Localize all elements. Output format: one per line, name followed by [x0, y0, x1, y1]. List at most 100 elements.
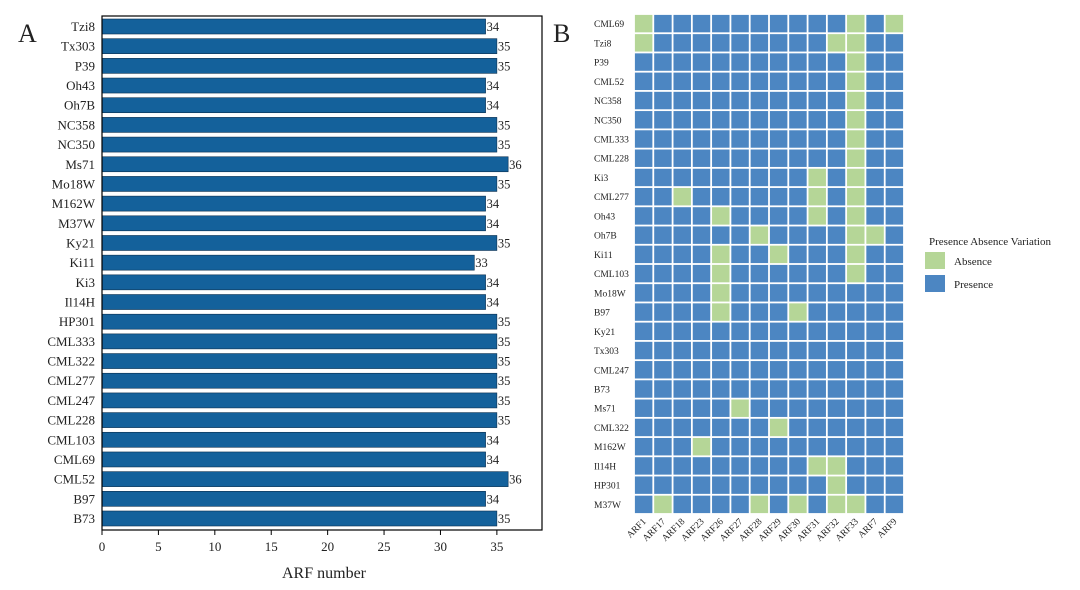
- heatmap-cell-CML52-ARF9: [885, 72, 904, 91]
- heatmap-cell-Mo18W-ARF29: [769, 284, 788, 302]
- heatmap-cell-M162W-ARF23: [692, 437, 711, 456]
- plot-frame: [101, 15, 543, 531]
- column-labels: ARF1ARF17ARF18ARF23ARF26ARF27ARF28ARF29A…: [625, 517, 899, 544]
- data-label: 34: [487, 453, 500, 467]
- y-tick-label: CML277: [47, 373, 95, 388]
- heatmap-cell-HP301-ARF31: [808, 476, 826, 494]
- heatmap-cell-B73-ARF17: [654, 380, 672, 398]
- heatmap-cell-Ki3-ARF9: [885, 168, 904, 187]
- heatmap-cell-M162W-ARF27: [731, 437, 749, 456]
- x-tick-label: 0: [99, 539, 106, 554]
- heatmap-cell-Mo18W-ARF33: [847, 284, 865, 302]
- heatmap-cell-M162W-ARF17: [654, 437, 672, 456]
- heatmap-cell-CML103-ARF7: [866, 264, 884, 283]
- column-label: ARF9: [876, 517, 900, 541]
- bar-B73: [101, 510, 498, 527]
- heatmap-cell-B73-ARF7: [866, 380, 884, 398]
- y-tick-label: B97: [73, 491, 95, 506]
- heatmap-cell-Ki3-ARF23: [692, 168, 711, 187]
- panel-label-a: A: [18, 19, 37, 48]
- heatmap-cell-Oh43-ARF27: [731, 207, 749, 225]
- heatmap-cell-CML247-ARF29: [769, 361, 788, 379]
- legend-label-presence: Presence: [954, 279, 993, 291]
- bar-CML69: [101, 451, 486, 468]
- data-label: 35: [498, 335, 511, 349]
- heatmap-cell-CML69-ARF7: [866, 14, 884, 33]
- heatmap-cell-Ki11-ARF18: [673, 245, 691, 264]
- heatmap-cell-NC358-ARF7: [866, 91, 884, 110]
- heatmap-cell-Ms71-ARF23: [692, 399, 711, 417]
- data-label: 35: [498, 414, 511, 428]
- heatmap-cell-CML333-ARF30: [789, 130, 807, 148]
- row-label: CML247: [594, 366, 629, 376]
- heatmap-cell-CML322-ARF17: [654, 418, 672, 437]
- bar-NC358: [101, 117, 498, 133]
- heatmap-cell-CML69-ARF9: [885, 14, 904, 33]
- heatmap-cell-CML277-ARF7: [866, 187, 884, 206]
- x-tick-label: 10: [208, 539, 221, 554]
- heatmap-cell-CML52-ARF32: [827, 72, 846, 91]
- heatmap-cell-CML228-ARF7: [866, 149, 884, 167]
- heatmap-cell-Ky21-ARF32: [827, 322, 846, 341]
- heatmap-cell-Il14H-ARF17: [654, 457, 672, 475]
- heatmap-cell-CML333-ARF28: [750, 130, 769, 148]
- heatmap-cell-Ky21-ARF28: [750, 322, 769, 341]
- data-label: 33: [475, 256, 488, 270]
- heatmap-cell-B73-ARF9: [885, 380, 904, 398]
- heatmap-cell-M37W-ARF1: [634, 495, 653, 514]
- heatmap-cell-CML228-ARF30: [789, 149, 807, 167]
- heatmap-cell-CML333-ARF18: [673, 130, 691, 148]
- data-label: 34: [487, 79, 500, 93]
- bar-CML247: [101, 392, 498, 409]
- data-label: 35: [498, 315, 511, 329]
- heatmap-cell-CML69-ARF1: [634, 14, 653, 33]
- heatmap-cell-HP301-ARF18: [673, 476, 691, 494]
- x-tick-label: 15: [265, 539, 278, 554]
- heatmap-cell-Ms71-ARF31: [808, 399, 826, 417]
- heatmap-cell-Tx303-ARF9: [885, 341, 904, 360]
- heatmap-cell-CML103-ARF9: [885, 264, 904, 283]
- heatmap-cell-NC350-ARF9: [885, 111, 904, 129]
- heatmap-cell-NC358-ARF18: [673, 91, 691, 110]
- heatmap-cell-CML322-ARF18: [673, 418, 691, 437]
- heatmap-cell-Ms71-ARF18: [673, 399, 691, 417]
- row-label: M162W: [594, 443, 626, 453]
- heatmap-cell-Tx303-ARF1: [634, 341, 653, 360]
- row-label: Ky21: [594, 328, 615, 338]
- heatmap-cell-Ki11-ARF31: [808, 245, 826, 264]
- heatmap-cell-Mo18W-ARF27: [731, 284, 749, 302]
- heatmap-cell-Mo18W-ARF23: [692, 284, 711, 302]
- heatmap-cell-Tzi8-ARF17: [654, 34, 672, 52]
- legend-swatch-absence: [925, 252, 945, 269]
- y-tick-label: CML228: [47, 413, 95, 428]
- heatmap-cell-CML52-ARF33: [847, 72, 865, 91]
- heatmap-cell-P39-ARF29: [769, 53, 788, 71]
- heatmap-cell-Oh43-ARF30: [789, 207, 807, 225]
- heatmap-cell-CML228-ARF1: [634, 149, 653, 167]
- row-label: Il14H: [594, 462, 616, 472]
- heatmap-cell-M37W-ARF7: [866, 495, 884, 514]
- heatmap-cell-Ki11-ARF26: [712, 245, 730, 264]
- heatmap-cell-NC350-ARF30: [789, 111, 807, 129]
- data-labels: 34 35 35 34 34 35 35 36 35 34 34 35 33 34 34 35 35 35 35 35…: [475, 20, 521, 526]
- heatmap-cell-NC350-ARF7: [866, 111, 884, 129]
- bar-CML333: [101, 333, 498, 350]
- heatmap-cell-NC358-ARF28: [750, 91, 769, 110]
- heatmap-cell-Ki11-ARF1: [634, 245, 653, 264]
- bar-M37W: [101, 215, 486, 232]
- heatmap-cell-Tx303-ARF7: [866, 341, 884, 360]
- heatmap-cell-CML228-ARF17: [654, 149, 672, 167]
- heatmap-cell-B73-ARF33: [847, 380, 865, 398]
- heatmap-cell-B97-ARF7: [866, 303, 884, 321]
- row-label: CML52: [594, 78, 624, 88]
- heatmap-cell-CML277-ARF27: [731, 187, 749, 206]
- heatmap-cell-M37W-ARF26: [712, 495, 730, 514]
- heatmap-cell-CML52-ARF30: [789, 72, 807, 91]
- y-tick-label: Oh7B: [64, 98, 95, 113]
- heatmap-cell-B97-ARF26: [712, 303, 730, 321]
- heatmap-cell-NC358-ARF32: [827, 91, 846, 110]
- heatmap-cell-HP301-ARF30: [789, 476, 807, 494]
- heatmap-cell-Ki3-ARF7: [866, 168, 884, 187]
- heatmap-cell-CML247-ARF23: [692, 361, 711, 379]
- heatmap-cell-CML103-ARF1: [634, 264, 653, 283]
